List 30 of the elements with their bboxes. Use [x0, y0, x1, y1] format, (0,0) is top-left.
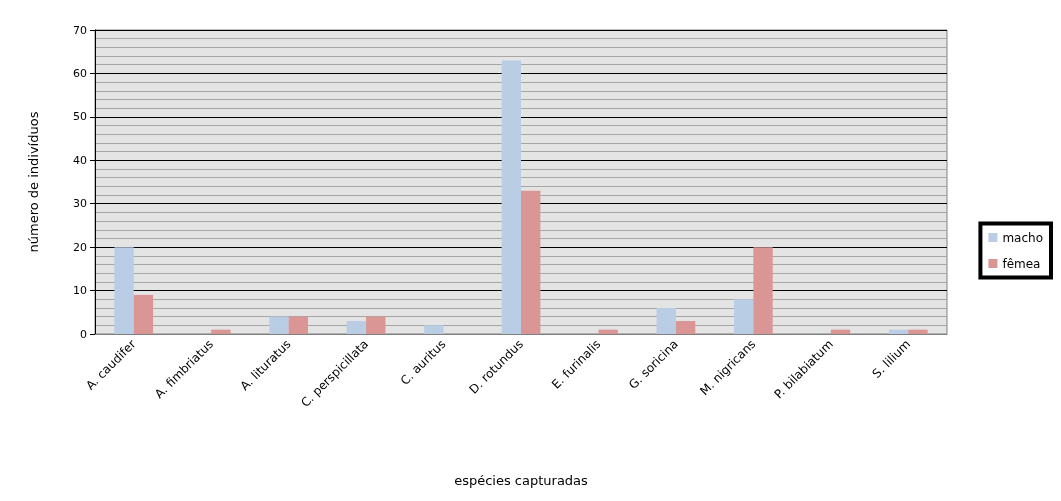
y-tick-label: 50 [73, 110, 87, 124]
y-tick-label: 10 [73, 284, 87, 298]
y-tick-label: 0 [80, 327, 87, 341]
bar [366, 316, 386, 334]
bar [753, 247, 773, 334]
bar [908, 329, 928, 334]
bar [114, 247, 134, 334]
y-tick-label: 60 [73, 66, 87, 80]
y-tick-label: 70 [73, 23, 87, 37]
bar [830, 329, 851, 334]
bar [656, 307, 676, 334]
bar [598, 329, 618, 334]
bar [734, 299, 754, 334]
y-tick-label: 40 [73, 153, 87, 167]
bar [288, 316, 308, 334]
bar [675, 320, 696, 334]
bar [521, 190, 541, 334]
legend-label: macho [1002, 230, 1044, 245]
legend-label: fêmea [1002, 256, 1041, 271]
bar [501, 60, 521, 334]
bar [211, 329, 231, 334]
y-tick-label: 20 [73, 240, 87, 254]
x-axis-title: espécies capturadas [454, 473, 589, 488]
bar [424, 325, 444, 334]
y-tick-label: 30 [73, 197, 87, 211]
bar [888, 329, 909, 334]
bar [133, 294, 154, 334]
bar [269, 316, 289, 334]
y-axis-title: número de indivíduos [26, 111, 41, 253]
bar [346, 320, 367, 334]
